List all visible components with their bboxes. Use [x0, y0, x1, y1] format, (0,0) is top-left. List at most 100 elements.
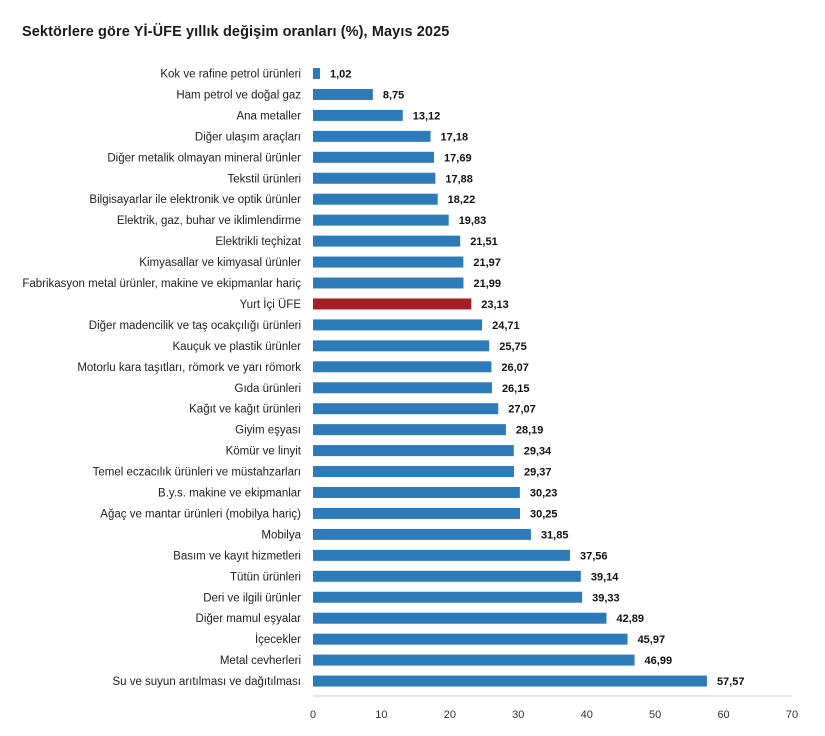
category-label: Bilgisayarlar ile elektronik ve optik ür…	[89, 194, 301, 206]
bar	[313, 193, 438, 205]
category-label: Tekstil ürünleri	[228, 173, 302, 185]
data-label: 21,99	[473, 278, 501, 290]
bar	[313, 277, 464, 289]
bar	[313, 528, 531, 540]
data-label: 39,33	[592, 592, 620, 604]
data-label: 8,75	[383, 89, 404, 101]
bar	[313, 507, 520, 519]
data-label: 45,97	[638, 634, 666, 646]
bar	[313, 340, 490, 352]
category-label: Mobilya	[261, 529, 301, 541]
data-label: 25,75	[499, 341, 527, 353]
data-label: 29,34	[524, 446, 552, 458]
bar	[313, 109, 403, 121]
category-label: Diğer mamul eşyalar	[196, 613, 302, 625]
category-label: Yurt İçi ÜFE	[240, 298, 302, 311]
bar	[313, 214, 449, 226]
category-label: B.y.s. makine ve ekipmanlar	[158, 488, 301, 500]
x-tick-label: 70	[786, 709, 798, 721]
data-label: 29,37	[524, 467, 552, 479]
category-label: Fabrikasyon metal ürünler, makine ve eki…	[22, 278, 301, 290]
data-label: 17,18	[441, 131, 469, 143]
bar	[313, 172, 436, 184]
data-label: 57,57	[717, 676, 745, 688]
category-label: Diğer ulaşım araçları	[195, 131, 301, 143]
category-label: Kok ve rafine petrol ürünleri	[160, 69, 301, 81]
bar	[313, 319, 483, 331]
category-label: Kömür ve linyit	[226, 446, 302, 458]
category-label: Diğer madencilik ve taş ocakçılığı ürünl…	[89, 320, 301, 332]
x-tick-label: 20	[444, 709, 456, 721]
data-label: 46,99	[645, 655, 673, 667]
bar	[313, 633, 628, 645]
category-label: Deri ve ilgili ürünler	[203, 592, 301, 604]
data-label: 17,88	[445, 173, 473, 185]
bar	[313, 612, 607, 624]
data-label: 17,69	[444, 152, 472, 164]
data-label: 18,22	[448, 194, 476, 206]
category-label: Ağaç ve mantar ürünleri (mobilya hariç)	[100, 508, 301, 520]
bar	[313, 570, 581, 582]
data-label: 23,13	[481, 299, 509, 311]
category-label: Basım ve kayıt hizmetleri	[173, 550, 301, 562]
category-label: Elektrikli teçhizat	[215, 236, 301, 248]
bar	[313, 487, 520, 498]
x-tick-label: 30	[512, 709, 524, 721]
bar	[313, 675, 707, 687]
data-label: 42,89	[616, 613, 644, 625]
bar	[313, 445, 514, 457]
x-tick-label: 10	[375, 709, 387, 721]
data-label: 19,83	[459, 215, 487, 227]
category-label: Ana metaller	[236, 110, 301, 122]
bar	[313, 549, 571, 561]
category-label: Elektrik, gaz, buhar ve iklimlendirme	[117, 215, 301, 227]
data-label: 21,51	[470, 236, 498, 248]
category-label: Kağıt ve kağıt ürünleri	[189, 404, 301, 416]
bar	[313, 256, 464, 268]
bar	[313, 151, 435, 163]
bar	[313, 68, 320, 79]
category-label: Kauçuk ve plastik ürünler	[173, 341, 302, 353]
x-tick-label: 40	[581, 709, 593, 721]
x-tick-label: 60	[717, 709, 729, 721]
bar	[313, 403, 499, 415]
category-label: Diğer metalik olmayan mineral ürünler	[107, 152, 301, 164]
chart-title: Sektörlere göre Yİ-ÜFE yıllık değişim or…	[22, 24, 450, 40]
bar	[313, 591, 583, 603]
x-tick-label: 50	[649, 709, 661, 721]
data-label: 37,56	[580, 550, 608, 562]
category-label: Kimyasallar ve kimyasal ürünler	[139, 257, 301, 269]
category-label: Su ve suyun arıtılması ve dağıtılması	[112, 676, 301, 688]
data-label: 30,23	[530, 488, 558, 500]
category-label: Temel eczacılık ürünleri ve müstahzarlar…	[93, 467, 301, 479]
category-label: Gıda ürünleri	[235, 383, 301, 395]
data-label: 1,02	[330, 69, 351, 81]
data-label: 24,71	[492, 320, 520, 332]
category-label: Giyim eşyası	[235, 425, 301, 437]
category-label: Tütün ürünleri	[230, 571, 301, 583]
category-label: Metal cevherleri	[220, 655, 301, 667]
data-label: 31,85	[541, 529, 569, 541]
data-label: 21,97	[473, 257, 501, 269]
bar	[313, 130, 431, 142]
data-label: 26,15	[502, 383, 530, 395]
bar	[313, 466, 514, 478]
data-label: 39,14	[591, 571, 619, 583]
category-label: İçecekler	[255, 633, 301, 646]
bar	[313, 424, 506, 436]
data-label: 28,19	[516, 425, 544, 437]
bar-highlight	[313, 298, 472, 310]
data-label: 26,07	[501, 362, 529, 374]
bar	[313, 654, 635, 666]
bar	[313, 235, 461, 247]
data-label: 13,12	[413, 110, 441, 122]
category-label: Ham petrol ve doğal gaz	[176, 89, 301, 101]
bar	[313, 382, 492, 394]
bar	[313, 361, 492, 373]
x-tick-label: 0	[310, 709, 316, 721]
bar	[313, 88, 373, 100]
category-label: Motorlu kara taşıtları, römork ve yarı r…	[77, 362, 301, 374]
data-label: 30,25	[530, 508, 558, 520]
data-label: 27,07	[508, 404, 536, 416]
